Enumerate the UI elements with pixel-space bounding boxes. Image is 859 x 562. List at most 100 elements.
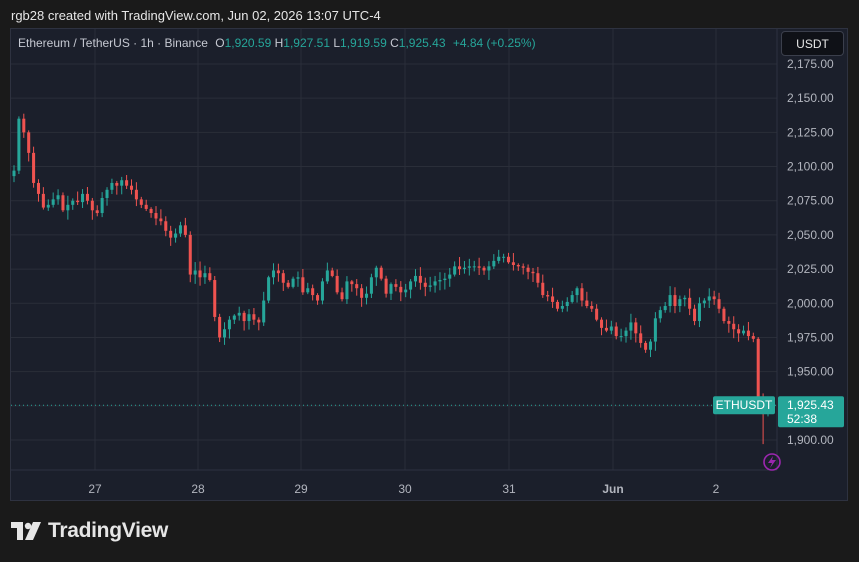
candle <box>61 192 65 213</box>
candle <box>369 273 373 299</box>
candle-body <box>502 256 506 258</box>
candle <box>301 269 305 295</box>
candle <box>438 272 442 291</box>
candle-body <box>570 295 574 302</box>
candle <box>66 195 70 220</box>
candle-body <box>340 292 344 300</box>
candle-body <box>330 270 334 276</box>
symbol-name: Ethereum / TetherUS · 1h · Binance <box>18 36 208 50</box>
candle-body <box>389 284 393 294</box>
candle <box>546 290 550 302</box>
candle-body <box>742 330 746 334</box>
candle-body <box>467 266 471 268</box>
close-value: 1,925.43 <box>398 36 446 50</box>
candle-body <box>115 182 119 186</box>
candle <box>159 209 163 226</box>
candle-body <box>41 193 45 208</box>
symbol-tag-bg <box>713 396 775 415</box>
candle <box>678 295 682 313</box>
candle <box>355 279 359 296</box>
candle <box>639 325 643 348</box>
candle <box>634 317 638 343</box>
x-tick-label: 28 <box>191 482 205 496</box>
candle <box>12 165 16 183</box>
candle-body <box>203 273 207 278</box>
lightning-alert-icon[interactable] <box>763 453 781 471</box>
candle <box>247 309 251 330</box>
candle-body <box>624 330 628 337</box>
currency-unit-button[interactable]: USDT <box>781 31 844 56</box>
x-tick-label: 30 <box>398 482 412 496</box>
candle-body <box>379 267 383 279</box>
candle-body <box>384 278 388 294</box>
candle-body <box>462 267 466 270</box>
candle <box>227 316 231 339</box>
candle <box>81 189 85 208</box>
candle-body <box>482 267 486 271</box>
candle <box>271 263 276 285</box>
candle-body <box>619 336 623 338</box>
candle-body <box>531 271 535 274</box>
candle-body <box>688 297 692 309</box>
candle-body <box>267 277 271 301</box>
candle <box>120 176 124 195</box>
candle <box>105 187 109 206</box>
candle-body <box>565 301 569 307</box>
candle-body <box>551 296 555 302</box>
candle-body <box>756 338 760 398</box>
candle <box>32 146 36 188</box>
candle-body <box>208 273 212 281</box>
candle <box>688 288 692 316</box>
candle-body <box>712 296 716 300</box>
candle-body <box>399 286 403 293</box>
candle <box>237 306 241 321</box>
candle-body <box>433 281 437 286</box>
candle-body <box>129 185 134 190</box>
candle-body <box>644 342 648 350</box>
candle-body <box>36 182 40 194</box>
candle-body <box>663 306 667 311</box>
symbol-tag-text: ETHUSDT <box>716 398 773 412</box>
candle-body <box>521 266 525 268</box>
candle <box>223 322 227 345</box>
candle <box>178 221 182 237</box>
candle <box>482 265 486 275</box>
candle-body <box>448 274 452 279</box>
candle-body <box>159 218 163 222</box>
candle-body <box>237 312 241 316</box>
candle <box>232 314 236 324</box>
candle <box>458 257 462 276</box>
chart-pane[interactable] <box>10 28 848 501</box>
candle-body <box>71 200 75 205</box>
candle-body <box>580 288 584 301</box>
candle <box>462 261 466 274</box>
candle <box>712 290 716 305</box>
candle <box>717 292 721 314</box>
candle <box>286 280 290 289</box>
candle-body <box>355 284 359 289</box>
candle-body <box>286 282 290 287</box>
candle <box>389 282 393 300</box>
candle <box>218 313 222 343</box>
open-value: 1,920.59 <box>224 36 272 50</box>
candle-body <box>213 280 217 317</box>
candle <box>668 286 672 313</box>
candle <box>428 276 432 292</box>
candle <box>497 249 501 264</box>
candle-body <box>81 193 85 203</box>
candle <box>570 290 574 304</box>
tradingview-logo[interactable]: TradingView <box>11 519 168 543</box>
candle <box>453 261 457 277</box>
candle-body <box>27 132 31 153</box>
candle <box>707 288 711 309</box>
candle-body <box>12 170 16 177</box>
candle <box>252 308 256 325</box>
candle <box>658 306 662 323</box>
candle <box>325 262 329 284</box>
lightning-bolt <box>768 456 776 468</box>
candle-body <box>404 289 408 293</box>
candle <box>193 262 197 284</box>
candle-body <box>85 193 89 201</box>
candle <box>560 300 564 313</box>
